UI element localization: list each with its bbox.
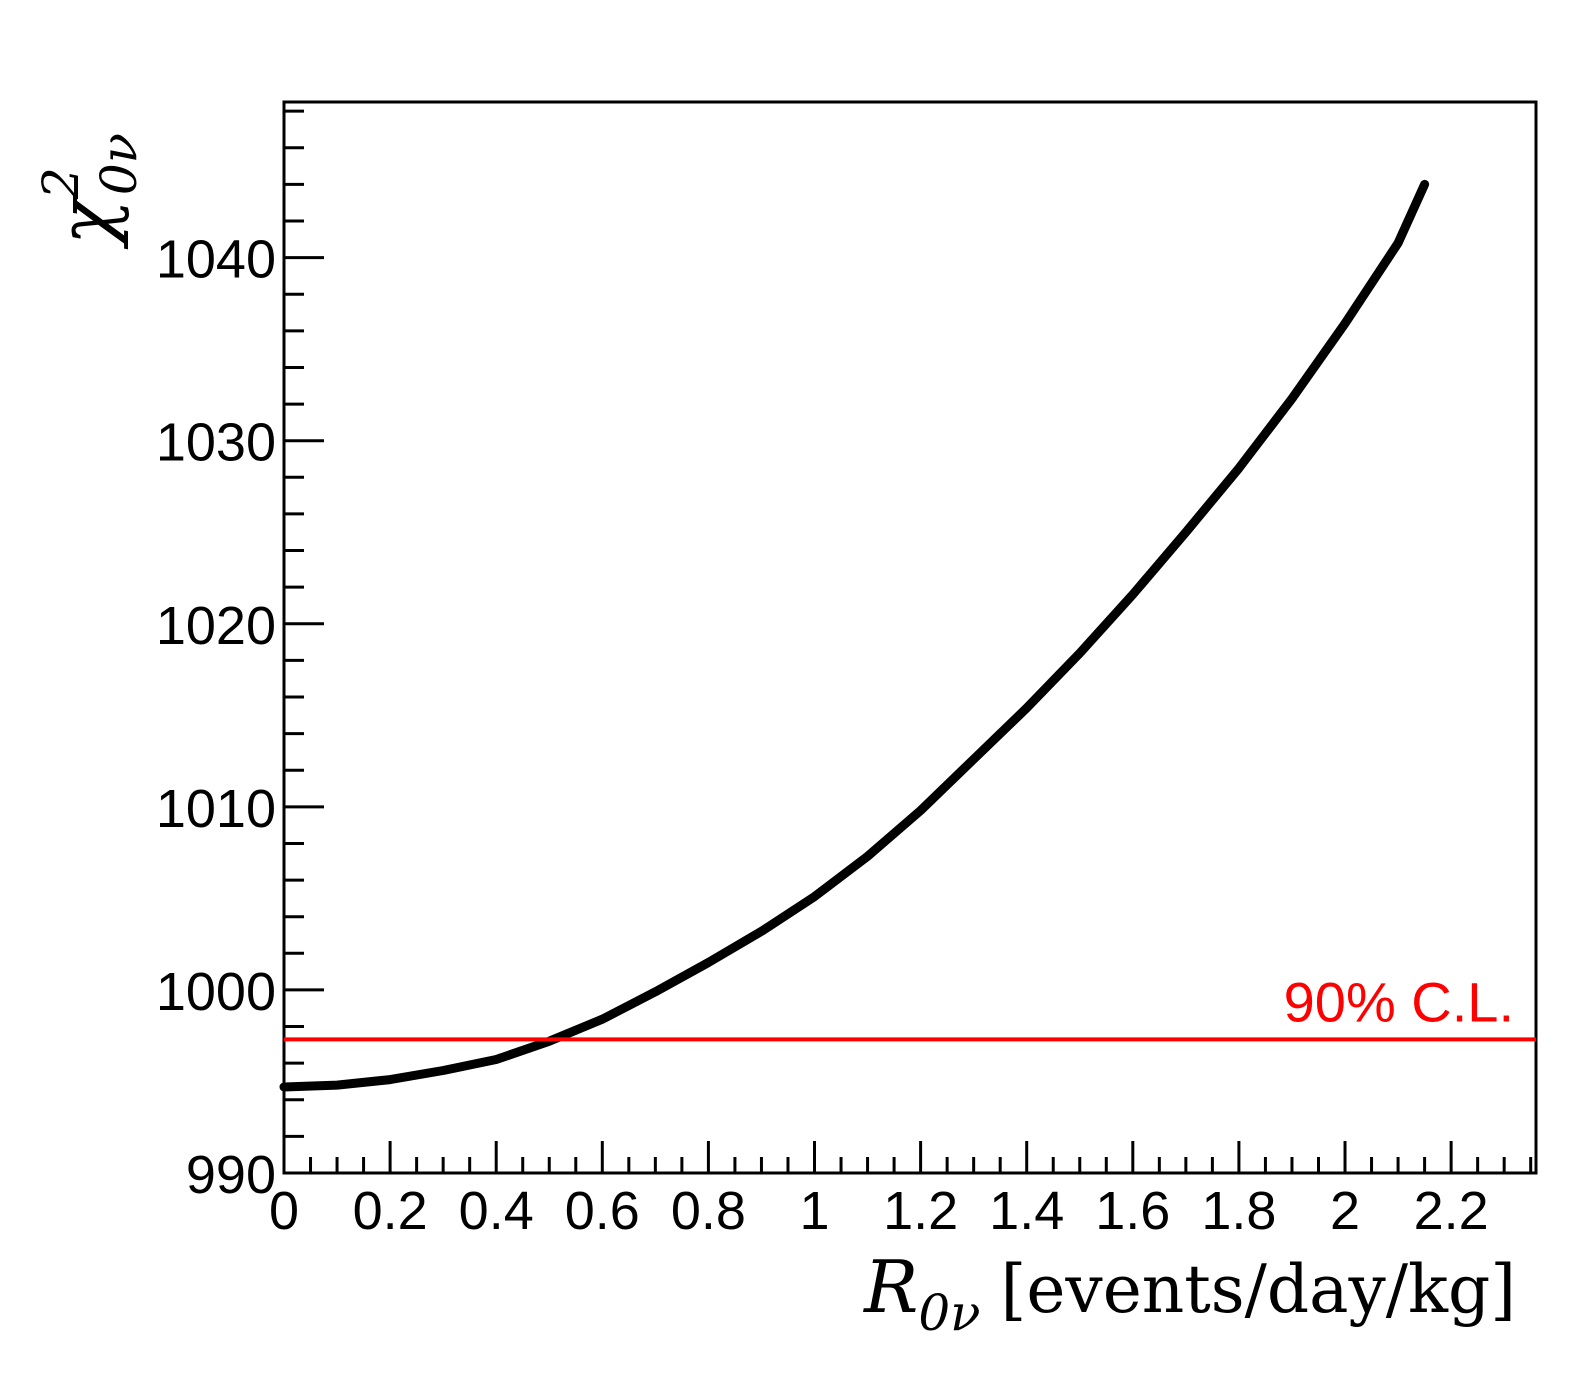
y-axis-tick-labels: 990 1000 1010 1020 1030 1040 [156, 230, 276, 1205]
y-axis-title: χ20ν [32, 133, 148, 250]
x-tick-label: 1.6 [1095, 1181, 1170, 1241]
y-tick-label: 1020 [156, 596, 276, 656]
x-tick-label: 1 [799, 1181, 829, 1241]
y-tick-label: 1000 [156, 962, 276, 1022]
y-axis-ticks [284, 109, 324, 1175]
y-axis-subscript: 0ν [90, 133, 148, 195]
x-tick-label: 0 [269, 1181, 299, 1241]
y-axis-superscript: 2 [32, 167, 90, 200]
x-tick-label: 2.2 [1414, 1181, 1489, 1241]
y-axis-symbol: χ [41, 195, 130, 250]
x-axis-subscript: 0ν [918, 1284, 980, 1342]
plot-frame [282, 100, 1538, 1175]
x-axis-unit: [events/day/kg] [1001, 1251, 1516, 1328]
x-tick-label: 1.2 [883, 1181, 958, 1241]
x-axis-title: R0ν [events/day/kg] [862, 1245, 1516, 1342]
x-axis-tick-labels: 0 0.2 0.4 0.6 0.8 1 1.2 1.4 1.6 1.8 2 2.2 [269, 1181, 1489, 1241]
y-tick-label: 1040 [156, 230, 276, 290]
x-axis-ticks [282, 1141, 1533, 1173]
cl-90-label: 90% C.L. [1284, 970, 1514, 1033]
y-tick-label: 1030 [156, 413, 276, 473]
x-tick-label: 0.2 [353, 1181, 428, 1241]
x-tick-label: 2 [1330, 1181, 1360, 1241]
y-tick-label: 1010 [156, 779, 276, 839]
x-tick-label: 1.4 [989, 1181, 1064, 1241]
x-tick-label: 0.6 [565, 1181, 640, 1241]
x-tick-label: 0.4 [459, 1181, 534, 1241]
x-tick-label: 1.8 [1201, 1181, 1276, 1241]
y-tick-label: 990 [186, 1145, 276, 1205]
x-tick-label: 0.8 [671, 1181, 746, 1241]
x-axis-symbol: R [862, 1245, 918, 1329]
chi-square-curve [279, 179, 1430, 1092]
